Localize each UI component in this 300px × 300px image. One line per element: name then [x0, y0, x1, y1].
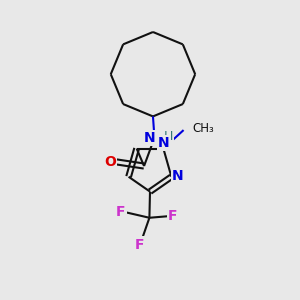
- Text: F: F: [168, 209, 177, 223]
- Text: CH₃: CH₃: [192, 122, 214, 135]
- Text: N: N: [158, 136, 170, 150]
- Text: F: F: [116, 206, 126, 219]
- Text: H: H: [164, 130, 173, 143]
- Text: N: N: [172, 169, 184, 183]
- Text: F: F: [135, 238, 144, 251]
- Text: N: N: [144, 131, 156, 145]
- Text: O: O: [104, 154, 116, 169]
